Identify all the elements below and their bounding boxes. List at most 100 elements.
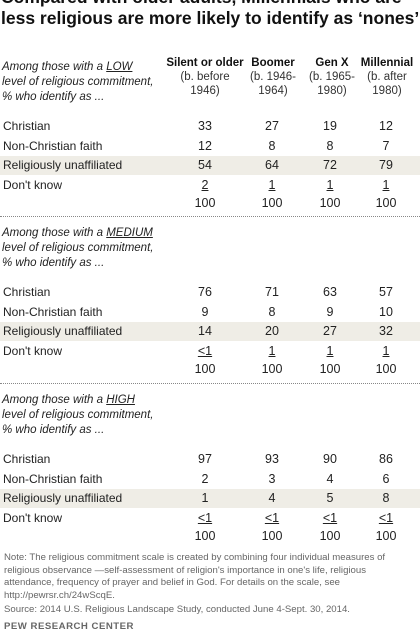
total-value: 100 xyxy=(261,529,283,543)
table-row: Don't know <1 <1 <1 <1 xyxy=(0,509,420,528)
intro-line: Among those with a HIGH xyxy=(2,393,172,408)
cell-value: 9 xyxy=(201,305,209,319)
cell-value: <1 xyxy=(322,511,338,525)
intro-line: % who identify as ... xyxy=(2,424,105,436)
cell-value: 93 xyxy=(265,452,279,466)
commitment-level: MEDIUM xyxy=(106,227,153,239)
cell-value: 9 xyxy=(326,305,334,319)
intro-prefix: Among those with a xyxy=(2,394,107,406)
column-name: Millennial xyxy=(360,57,414,69)
total-row: 100 100 100 100 xyxy=(0,362,420,380)
cell-value: 86 xyxy=(379,452,393,466)
cell-value: 2 xyxy=(201,178,209,192)
total-value: 100 xyxy=(319,362,341,376)
commitment-level: HIGH xyxy=(106,394,135,406)
cell-value: 27 xyxy=(265,119,279,133)
table-row: Christian 97 93 90 86 xyxy=(0,450,420,469)
table-row: Religiously unaffiliated 14 20 27 32 xyxy=(0,322,420,341)
table-row: Non-Christian faith 2 3 4 6 xyxy=(0,470,420,489)
cell-value: 8 xyxy=(268,139,276,153)
cell-value: 7 xyxy=(382,139,390,153)
cell-value: <1 xyxy=(264,511,280,525)
column-sub: 1964) xyxy=(258,85,288,97)
cell-value: 32 xyxy=(379,324,393,338)
cell-value: 1 xyxy=(382,178,390,192)
cell-value: 1 xyxy=(201,491,209,505)
cell-value: 1 xyxy=(382,344,390,358)
cell-value: 1 xyxy=(268,344,276,358)
intro-prefix: Among those with a xyxy=(2,61,107,73)
cell-value: 14 xyxy=(198,324,212,338)
cell-value: 79 xyxy=(379,158,393,172)
section-divider xyxy=(0,216,420,217)
section-intro: Among those with a HIGH level of religiou… xyxy=(2,393,172,438)
column-sub: (b. 1946- xyxy=(249,71,297,83)
column-sub: (b. 1965- xyxy=(308,71,356,83)
section-divider xyxy=(0,383,420,384)
row-label: Religiously unaffiliated xyxy=(3,158,123,172)
table-row: Don't know 2 1 1 1 xyxy=(0,176,420,195)
cell-value: 6 xyxy=(382,472,390,486)
table-row: Religiously unaffiliated 54 64 72 79 xyxy=(0,156,420,175)
intro-line: Among those with a LOW xyxy=(2,60,172,75)
cell-value: 76 xyxy=(198,285,212,299)
cell-value: 20 xyxy=(265,324,279,338)
intro-line: level of religious commitment, xyxy=(2,242,154,254)
cell-value: 97 xyxy=(198,452,212,466)
row-label: Don't know xyxy=(3,344,62,358)
row-label: Non-Christian faith xyxy=(3,472,103,486)
footnote: Note: The religious commitment scale is … xyxy=(4,552,386,601)
cell-value: 54 xyxy=(198,158,212,172)
cell-value: 8 xyxy=(326,139,334,153)
cell-value: 1 xyxy=(326,344,334,358)
intro-prefix: Among those with a xyxy=(2,227,107,239)
cell-value: 8 xyxy=(268,305,276,319)
cell-value: <1 xyxy=(378,511,394,525)
cell-value: 3 xyxy=(268,472,276,486)
total-row: 100 100 100 100 xyxy=(0,529,420,547)
cell-value: 64 xyxy=(265,158,279,172)
brand-name: PEW RESEARCH CENTER xyxy=(4,621,134,632)
total-value: 100 xyxy=(375,196,397,210)
total-value: 100 xyxy=(261,196,283,210)
cell-value: 12 xyxy=(198,139,212,153)
row-label: Religiously unaffiliated xyxy=(3,491,123,505)
chart-title: Compared with older adults, Millennials … xyxy=(1,0,420,28)
column-sub: 1946) xyxy=(190,85,220,97)
column-header-silent: Silent or older (b. before 1946) xyxy=(160,56,250,98)
total-value: 100 xyxy=(319,196,341,210)
cell-value: 63 xyxy=(323,285,337,299)
intro-line: % who identify as ... xyxy=(2,91,105,103)
column-sub: (b. before xyxy=(180,71,230,83)
row-label: Non-Christian faith xyxy=(3,139,103,153)
section-intro: Among those with a LOW level of religious… xyxy=(2,60,172,105)
table-row: Non-Christian faith 12 8 8 7 xyxy=(0,137,420,156)
cell-value: 5 xyxy=(326,491,334,505)
table-row: Religiously unaffiliated 1 4 5 8 xyxy=(0,489,420,508)
column-name: Gen X xyxy=(315,57,349,69)
table-row: Non-Christian faith 9 8 9 10 xyxy=(0,303,420,322)
column-header-millennial: Millennial (b. after 1980) xyxy=(352,56,420,98)
row-label: Religiously unaffiliated xyxy=(3,324,123,338)
cell-value: 1 xyxy=(268,178,276,192)
total-value: 100 xyxy=(319,529,341,543)
column-header-genx: Gen X (b. 1965- 1980) xyxy=(297,56,367,98)
cell-value: 33 xyxy=(198,119,212,133)
source-line: Source: 2014 U.S. Religious Landscape St… xyxy=(4,604,350,615)
intro-line: level of religious commitment, xyxy=(2,409,154,421)
cell-value: 57 xyxy=(379,285,393,299)
section-intro: Among those with a MEDIUM level of religi… xyxy=(2,226,172,271)
cell-value: 2 xyxy=(201,472,209,486)
cell-value: 90 xyxy=(323,452,337,466)
cell-value: 10 xyxy=(379,305,393,319)
commitment-level: LOW xyxy=(106,61,133,73)
row-label: Non-Christian faith xyxy=(3,305,103,319)
cell-value: 1 xyxy=(326,178,334,192)
cell-value: <1 xyxy=(197,511,213,525)
total-value: 100 xyxy=(375,529,397,543)
cell-value: 27 xyxy=(323,324,337,338)
intro-line: % who identify as ... xyxy=(2,257,105,269)
total-value: 100 xyxy=(194,196,216,210)
table-row: Don't know <1 1 1 1 xyxy=(0,342,420,361)
column-header-boomer: Boomer (b. 1946- 1964) xyxy=(238,56,308,98)
